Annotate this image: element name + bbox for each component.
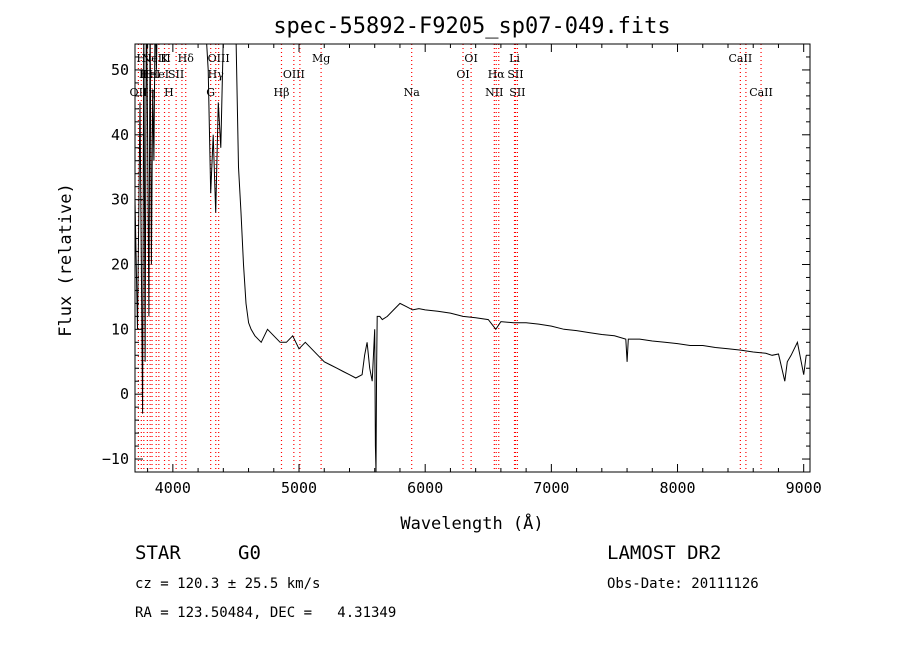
emission-line-markers xyxy=(137,44,762,472)
line-label-29: CaII xyxy=(729,52,753,65)
line-label-16: Hβ xyxy=(274,86,290,99)
spectrum-series xyxy=(135,44,807,472)
line-label-28: SII xyxy=(509,86,525,99)
redshift-value: cz = 120.3 ± 25.5 km/s xyxy=(135,576,321,592)
x-tick-label-2: 6000 xyxy=(407,479,443,497)
spectrum-line-0 xyxy=(135,44,807,472)
y-tick-label-4: 30 xyxy=(111,191,129,209)
line-label-13: G xyxy=(206,86,215,99)
line-label-27: SII xyxy=(507,68,523,81)
line-label-22: OI xyxy=(464,52,477,65)
line-label-21: OI xyxy=(456,68,469,81)
x-tick-label-1: 5000 xyxy=(281,479,317,497)
line-label-9: H xyxy=(164,86,174,99)
line-label-12: Hδ xyxy=(178,52,195,65)
y-axis-ticks: −10 0 10 20 30 40 50 xyxy=(102,56,810,468)
survey-name: LAMOST DR2 xyxy=(607,542,722,564)
line-label-31: CaII xyxy=(749,86,773,99)
line-label-17: OIII xyxy=(283,68,305,81)
line-label-0: OII xyxy=(130,86,148,99)
y-tick-label-1: 0 xyxy=(120,385,129,403)
line-label-7: HeI xyxy=(149,68,169,81)
x-tick-label-5: 9000 xyxy=(786,479,822,497)
line-label-14: Hγ xyxy=(208,68,225,81)
line-label-20: Na xyxy=(404,86,421,99)
line-label-26: Li xyxy=(509,52,520,65)
observation-date: Obs-Date: 20111126 xyxy=(607,576,759,592)
emission-line-labels: OIIHHHHeIηNeIIIHeIKHSIIHδGHγOIIIHβOIIIMg… xyxy=(130,52,773,99)
line-label-10: SII xyxy=(168,68,184,81)
x-tick-label-3: 7000 xyxy=(533,479,569,497)
y-tick-label-3: 20 xyxy=(111,255,129,273)
y-tick-label-6: 50 xyxy=(111,61,129,79)
y-tick-label-5: 40 xyxy=(111,126,129,144)
plot-frame xyxy=(134,43,811,473)
chart-title: spec-55892-F9205_sp07-049.fits xyxy=(273,14,670,39)
x-axis-ticks: 4000 5000 6000 7000 8000 9000 xyxy=(147,44,822,497)
x-tick-label-0: 4000 xyxy=(155,479,191,497)
coordinates: RA = 123.50484, DEC = 4.31349 xyxy=(135,605,397,621)
line-label-8: K xyxy=(160,52,169,65)
line-label-1: H xyxy=(137,52,147,65)
x-tick-label-4: 8000 xyxy=(659,479,695,497)
x-axis-label: Wavelength (Å) xyxy=(400,512,543,534)
line-label-24: Hα xyxy=(488,68,506,81)
object-class: STAR xyxy=(135,542,181,564)
y-axis-label: Flux (relative) xyxy=(56,183,76,337)
object-subclass: G0 xyxy=(238,542,261,564)
line-label-5: η xyxy=(149,86,156,99)
line-label-15: OIII xyxy=(208,52,230,65)
line-label-23: NII xyxy=(485,86,503,99)
y-tick-label-0: −10 xyxy=(102,450,129,468)
y-tick-label-2: 10 xyxy=(111,320,129,338)
line-label-19: Mg xyxy=(312,52,330,65)
